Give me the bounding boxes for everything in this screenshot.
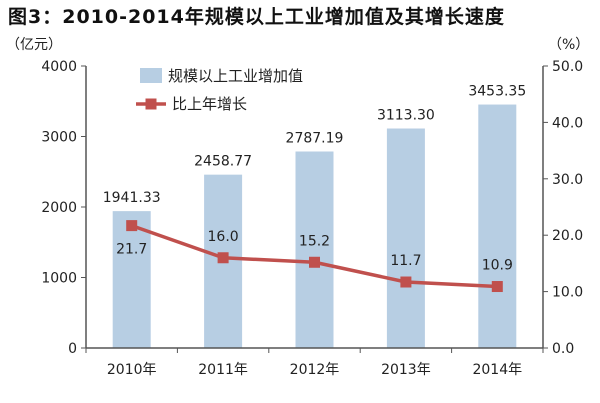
right-tick-label-3: 30.0	[552, 172, 583, 188]
right-tick-label-2: 20.0	[552, 228, 583, 244]
left-tick-label-0: 0	[68, 341, 77, 357]
left-tick-label-4: 4000	[41, 59, 77, 75]
left-tick-label-2: 2000	[41, 200, 77, 216]
growth-point-2	[309, 256, 320, 268]
growth-point-3	[400, 276, 412, 288]
right-tick-label-4: 40.0	[552, 115, 583, 131]
bar-3	[386, 128, 425, 348]
left-tick-label-3: 3000	[41, 130, 77, 146]
bar-2	[295, 151, 334, 348]
chart-title: 图3：2010-2014年规模以上工业增加值及其增长速度	[8, 6, 505, 28]
bar-0	[112, 211, 151, 348]
legend-bar-swatch	[140, 68, 162, 83]
growth-value-label-3: 11.7	[390, 253, 421, 269]
right-axis-unit: （%）	[548, 37, 590, 53]
growth-value-label-2: 15.2	[299, 233, 330, 249]
x-tick-label-1: 2011年	[198, 362, 248, 378]
left-axis-unit: （亿元）	[6, 37, 62, 53]
right-tick-label-1: 10.0	[552, 285, 583, 301]
growth-point-1	[217, 252, 229, 264]
bar-value-label-1: 2458.77	[194, 154, 252, 170]
bar-value-label-4: 3453.35	[468, 84, 526, 100]
legend-bar-label: 规模以上工业增加值	[168, 67, 303, 85]
growth-value-label-4: 10.9	[482, 258, 513, 274]
growth-point-4	[491, 281, 503, 293]
growth-value-label-1: 16.0	[208, 229, 239, 245]
legend-line-marker	[145, 98, 157, 110]
x-tick-label-0: 2010年	[107, 362, 157, 378]
x-tick-label-2: 2012年	[290, 362, 340, 378]
left-tick-label-1: 1000	[41, 271, 77, 287]
bar-value-label-2: 2787.19	[286, 131, 344, 147]
right-tick-label-0: 0.0	[552, 341, 574, 357]
x-tick-label-4: 2014年	[472, 362, 522, 378]
legend-line-label: 比上年增长	[172, 95, 247, 113]
x-tick-label-3: 2013年	[381, 362, 431, 378]
growth-value-label-0: 21.7	[116, 242, 147, 258]
growth-point-0	[126, 220, 138, 232]
bar-4	[478, 104, 517, 349]
right-tick-label-5: 50.0	[552, 59, 583, 75]
bar-value-label-0: 1941.33	[103, 190, 161, 206]
bar-value-label-3: 3113.30	[377, 108, 435, 124]
